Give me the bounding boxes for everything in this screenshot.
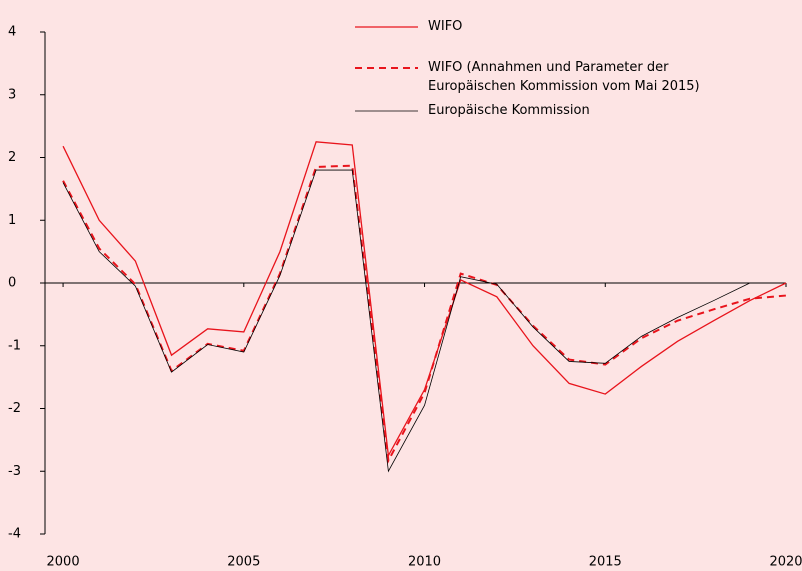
series-line [62, 169, 751, 473]
x-tick-label: 2000 [47, 555, 80, 570]
y-tick-label: -4 [8, 527, 21, 542]
series-line [62, 141, 787, 458]
y-tick-label: -2 [8, 401, 21, 416]
y-tick-label: 4 [8, 25, 16, 40]
y-tick-label: 3 [8, 87, 16, 102]
x-tick-label: 2015 [589, 555, 622, 570]
series-line [62, 164, 787, 464]
y-tick-label: -1 [8, 338, 21, 353]
y-tick-label: 2 [8, 150, 16, 165]
x-tick-label: 2010 [408, 555, 441, 570]
y-tick-label: 0 [8, 276, 16, 291]
legend-label: WIFO (Annahmen und Parameter der Europäi… [428, 60, 700, 94]
legend-label: Europäische Kommission [428, 103, 590, 118]
x-tick-label: 2005 [227, 555, 260, 570]
legend-label: WIFO [428, 19, 463, 34]
y-tick-label: -3 [8, 464, 21, 479]
x-tick-label: 2020 [769, 555, 802, 570]
y-tick-label: 1 [8, 213, 16, 228]
